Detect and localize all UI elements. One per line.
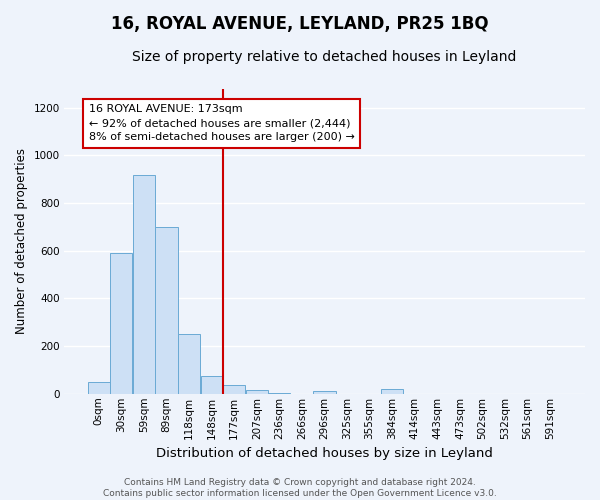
Bar (223, 386, 245, 394)
Bar (200, 376, 223, 394)
Y-axis label: Number of detached properties: Number of detached properties (15, 148, 28, 334)
Bar (245, 390, 268, 394)
Text: Contains HM Land Registry data © Crown copyright and database right 2024.
Contai: Contains HM Land Registry data © Crown c… (103, 478, 497, 498)
X-axis label: Distribution of detached houses by size in Leyland: Distribution of detached houses by size … (156, 447, 493, 460)
Bar (381, 389, 403, 394)
Text: 16 ROYAL AVENUE: 173sqm
← 92% of detached houses are smaller (2,444)
8% of semi-: 16 ROYAL AVENUE: 173sqm ← 92% of detache… (89, 104, 355, 142)
Bar (268, 392, 290, 394)
Bar (88, 382, 110, 394)
Text: 16, ROYAL AVENUE, LEYLAND, PR25 1BQ: 16, ROYAL AVENUE, LEYLAND, PR25 1BQ (111, 15, 489, 33)
Bar (178, 334, 200, 394)
Bar (133, 174, 155, 394)
Bar (110, 253, 133, 394)
Title: Size of property relative to detached houses in Leyland: Size of property relative to detached ho… (132, 50, 517, 64)
Bar (313, 392, 335, 394)
Bar (155, 227, 178, 394)
